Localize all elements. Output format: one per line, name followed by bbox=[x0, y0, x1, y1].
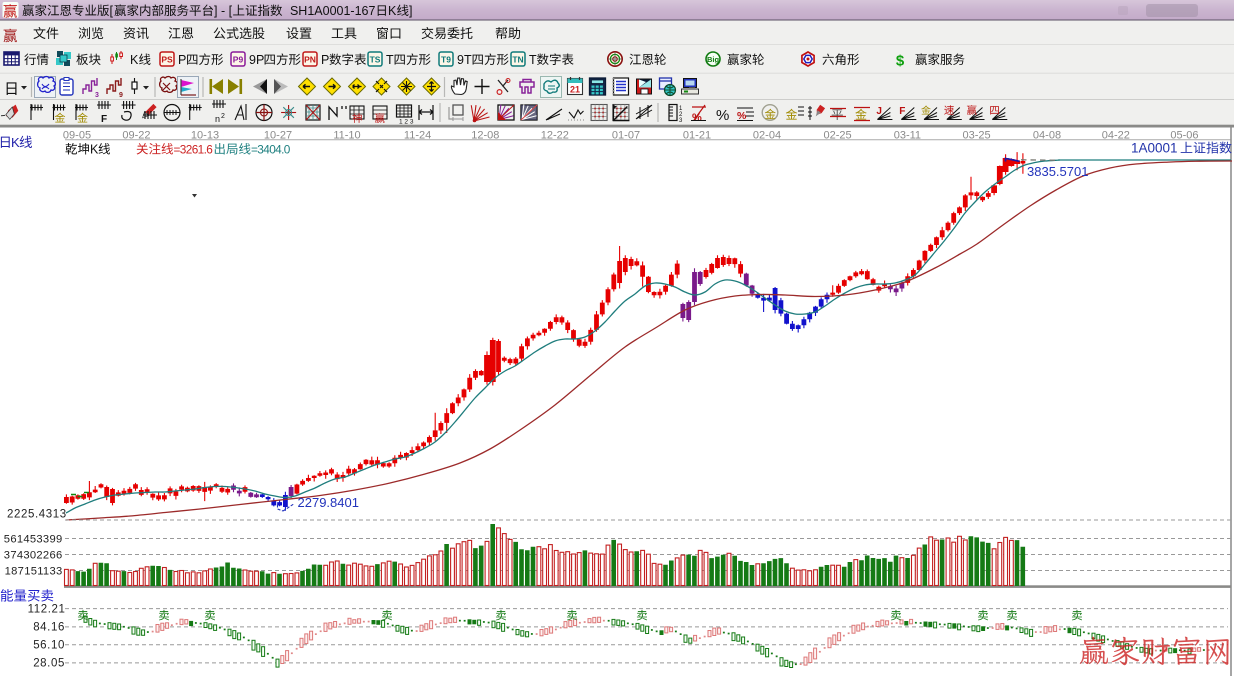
svg-text:09-05: 09-05 bbox=[63, 129, 91, 141]
svg-text:1: 1 bbox=[679, 106, 683, 112]
svg-text:9: 9 bbox=[119, 92, 123, 99]
svg-text:09-22: 09-22 bbox=[122, 129, 150, 141]
svg-text:P: P bbox=[321, 53, 329, 67]
svg-text:2279.8401: 2279.8401 bbox=[298, 495, 359, 510]
svg-text:K: K bbox=[90, 143, 99, 157]
svg-text:=3404.0: =3404.0 bbox=[251, 143, 291, 157]
svg-text:01-21: 01-21 bbox=[683, 129, 711, 141]
svg-text:21: 21 bbox=[570, 85, 580, 95]
svg-text:TS: TS bbox=[370, 55, 381, 65]
svg-text:374302266: 374302266 bbox=[4, 549, 63, 561]
svg-text:11-10: 11-10 bbox=[333, 129, 360, 141]
svg-text:10-27: 10-27 bbox=[264, 129, 292, 141]
svg-text:112.21: 112.21 bbox=[28, 603, 66, 615]
svg-text:56.10: 56.10 bbox=[33, 640, 65, 652]
svg-text:[: [ bbox=[110, 4, 114, 18]
svg-text:02-25: 02-25 bbox=[824, 129, 852, 141]
svg-text:3: 3 bbox=[95, 92, 99, 99]
svg-text:PN: PN bbox=[304, 55, 316, 65]
svg-text:=3261.6: =3261.6 bbox=[174, 143, 214, 157]
svg-text:TN: TN bbox=[512, 55, 523, 65]
svg-text:05-06: 05-06 bbox=[1170, 129, 1198, 141]
svg-text:561453399: 561453399 bbox=[4, 533, 63, 545]
svg-text:T: T bbox=[386, 53, 394, 67]
svg-text:187151133: 187151133 bbox=[5, 565, 63, 577]
svg-text:]: ] bbox=[409, 4, 412, 18]
svg-text:%: % bbox=[692, 112, 702, 124]
svg-text:K: K bbox=[130, 53, 139, 67]
svg-text:Big: Big bbox=[707, 55, 720, 64]
svg-text:F: F bbox=[899, 106, 905, 117]
svg-text:11-24: 11-24 bbox=[404, 129, 431, 141]
svg-text:04-08: 04-08 bbox=[1033, 129, 1061, 141]
svg-text:10-13: 10-13 bbox=[191, 129, 219, 141]
svg-text:2225.4313: 2225.4313 bbox=[7, 509, 67, 521]
svg-text:$: $ bbox=[896, 53, 905, 70]
svg-text:1 2 3: 1 2 3 bbox=[399, 119, 414, 126]
svg-text:1A0001: 1A0001 bbox=[1131, 141, 1178, 156]
svg-text:9T: 9T bbox=[457, 53, 472, 67]
svg-text:84.16: 84.16 bbox=[33, 622, 65, 634]
svg-text:12-22: 12-22 bbox=[541, 129, 569, 141]
svg-text:3: 3 bbox=[679, 118, 683, 124]
svg-text:04-22: 04-22 bbox=[1102, 129, 1130, 141]
svg-text:SH1A0001-167: SH1A0001-167 bbox=[287, 4, 376, 18]
svg-text:2: 2 bbox=[221, 113, 225, 120]
svg-text:K: K bbox=[11, 135, 20, 150]
svg-text:J: J bbox=[876, 106, 882, 117]
svg-text:9P: 9P bbox=[249, 53, 264, 67]
svg-text:F: F bbox=[101, 114, 107, 125]
svg-text:T9: T9 bbox=[441, 55, 451, 65]
svg-text:P: P bbox=[178, 53, 186, 67]
svg-text:T: T bbox=[529, 53, 537, 67]
svg-text:P9: P9 bbox=[233, 55, 244, 65]
svg-text:K: K bbox=[388, 4, 397, 18]
svg-text:03-25: 03-25 bbox=[963, 129, 991, 141]
svg-text:PS: PS bbox=[161, 55, 173, 65]
svg-text:01-07: 01-07 bbox=[612, 129, 640, 141]
svg-text:03-11: 03-11 bbox=[894, 129, 921, 141]
svg-text:] - [: ] - [ bbox=[214, 4, 233, 18]
svg-text:2: 2 bbox=[679, 112, 683, 118]
svg-text:28.05: 28.05 bbox=[33, 658, 65, 670]
svg-text:3835.5701: 3835.5701 bbox=[1027, 164, 1088, 179]
svg-text:n: n bbox=[215, 114, 220, 124]
svg-text:%: % bbox=[716, 107, 729, 124]
svg-text:02-04: 02-04 bbox=[753, 129, 781, 141]
svg-text:%: % bbox=[737, 110, 747, 122]
svg-text:12-08: 12-08 bbox=[471, 129, 499, 141]
